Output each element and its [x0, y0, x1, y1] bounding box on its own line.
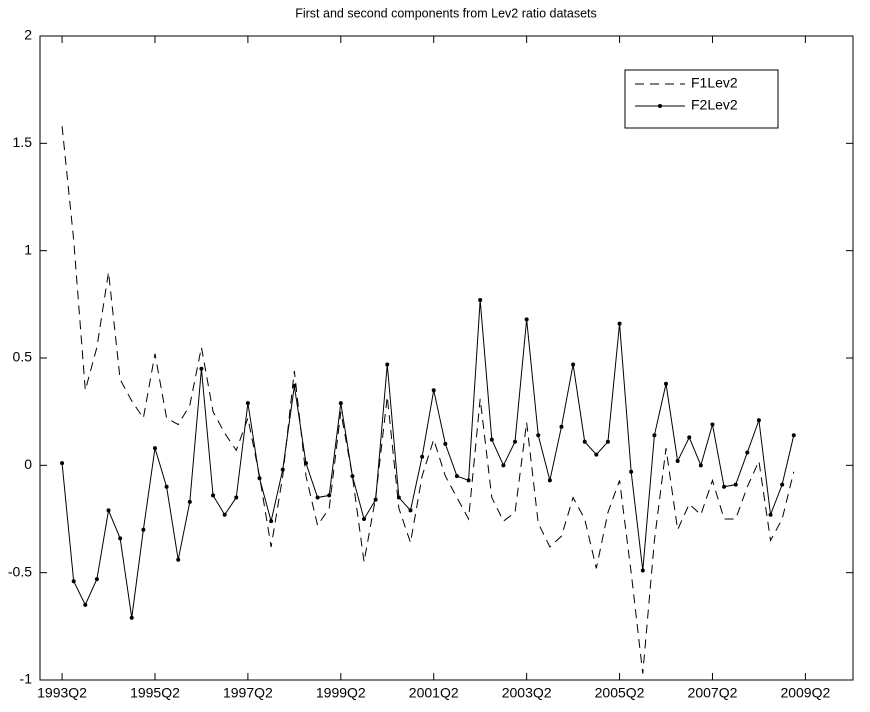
series-marker — [292, 383, 297, 388]
series-marker — [478, 298, 483, 303]
y-tick-label: 1.5 — [13, 134, 33, 150]
y-tick-label: -0.5 — [8, 563, 32, 579]
series-marker — [152, 446, 157, 451]
x-tick-label: 1999Q2 — [316, 685, 366, 701]
series-marker — [571, 362, 576, 367]
series-marker — [524, 317, 529, 322]
x-tick-label: 1997Q2 — [223, 685, 273, 701]
legend-box — [624, 69, 779, 129]
series-marker — [675, 459, 680, 464]
series-marker — [605, 439, 610, 444]
series-marker — [513, 439, 518, 444]
y-tick-label: 1 — [24, 241, 32, 257]
x-tick-label: 2003Q2 — [502, 685, 552, 701]
series-marker — [756, 418, 761, 423]
y-tick-label: 2 — [24, 27, 32, 43]
series-marker — [269, 519, 274, 524]
series-marker — [710, 422, 715, 427]
series-marker — [617, 321, 622, 326]
legend-marker — [658, 104, 662, 108]
series-marker — [664, 381, 669, 386]
series-marker — [280, 467, 285, 472]
series-marker — [547, 478, 552, 483]
series-marker — [745, 450, 750, 455]
series-marker — [118, 536, 123, 541]
series-line — [61, 299, 795, 618]
chart-title: First and second components from Lev2 ra… — [295, 6, 597, 20]
y-tick-label: 0 — [24, 456, 32, 472]
series-marker — [698, 463, 703, 468]
series-marker — [733, 482, 738, 487]
series-marker — [629, 469, 634, 474]
series-marker — [71, 579, 76, 584]
series-marker — [141, 527, 146, 532]
series-marker — [176, 557, 181, 562]
x-tick-label: 2001Q2 — [409, 685, 459, 701]
series-marker — [536, 433, 541, 438]
series-marker — [791, 433, 796, 438]
series-marker — [234, 495, 239, 500]
series-marker — [489, 437, 494, 442]
series-marker — [443, 441, 448, 446]
series-marker — [431, 388, 436, 393]
series-marker — [373, 497, 378, 502]
legend-label: F2Lev2 — [691, 97, 738, 113]
series-marker — [768, 512, 773, 517]
series-marker — [245, 401, 250, 406]
series-marker — [396, 495, 401, 500]
series-marker — [257, 476, 262, 481]
series-marker — [420, 454, 425, 459]
series-marker — [722, 484, 727, 489]
series-marker — [315, 495, 320, 500]
series-marker — [780, 482, 785, 487]
series-marker — [687, 435, 692, 440]
series-marker — [385, 362, 390, 367]
y-tick-label: -1 — [20, 671, 33, 687]
series-marker — [652, 433, 657, 438]
series-marker — [582, 439, 587, 444]
series-marker — [362, 517, 367, 521]
series-marker — [106, 508, 111, 513]
series-marker — [501, 463, 506, 468]
x-tick-label: 1993Q2 — [37, 685, 87, 701]
series-marker — [350, 474, 355, 479]
series-marker — [129, 615, 134, 620]
series-marker — [408, 508, 413, 513]
x-tick-label: 2009Q2 — [780, 685, 830, 701]
series-marker — [211, 493, 216, 498]
series-marker — [222, 512, 227, 517]
series-marker — [338, 401, 343, 406]
series-marker — [199, 366, 204, 371]
y-tick-label: 0.5 — [13, 349, 33, 365]
series-marker — [303, 461, 308, 466]
x-tick-label: 2005Q2 — [595, 685, 645, 701]
series-marker — [466, 478, 471, 483]
series-marker — [594, 452, 599, 457]
series-marker — [83, 602, 88, 607]
legend-label: F1Lev2 — [691, 75, 738, 91]
series-marker — [164, 484, 169, 489]
series-marker — [94, 577, 99, 582]
series-marker — [454, 474, 459, 479]
series-marker — [60, 461, 65, 466]
x-tick-label: 1995Q2 — [130, 685, 180, 701]
series-marker — [559, 424, 564, 429]
series-marker — [187, 499, 192, 504]
series-marker — [327, 493, 332, 498]
series-line — [61, 126, 795, 674]
series-marker — [640, 568, 645, 573]
x-tick-label: 2007Q2 — [688, 685, 738, 701]
